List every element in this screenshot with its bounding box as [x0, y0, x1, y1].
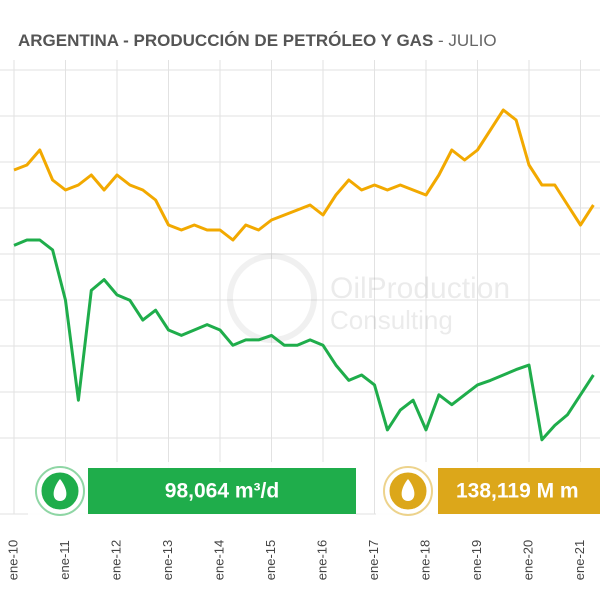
indicator-box	[438, 468, 600, 514]
chart-subtitle: - JULIO	[438, 31, 497, 50]
chart-title-group: ARGENTINA - PRODUCCIÓN DE PETRÓLEO Y GAS…	[18, 31, 497, 50]
indicator-icon-glyph	[401, 479, 415, 501]
indicator-value: 98,064 m³/d	[165, 480, 279, 503]
indicator-value: 138,119 M m	[456, 480, 579, 503]
watermark-text: OilProduction	[330, 272, 510, 305]
watermark-logo	[227, 253, 317, 343]
series-line	[13, 108, 595, 242]
x-tick-label: ene-19	[469, 540, 484, 580]
x-tick-label: ene-20	[520, 540, 535, 580]
indicator-icon-ring	[35, 466, 85, 516]
watermark: OilProduction Consulting	[227, 253, 510, 343]
x-tick-label: ene-21	[572, 540, 587, 580]
x-tick-label: ene-10	[5, 540, 20, 580]
x-tick-label: ene-12	[108, 540, 123, 580]
watermark-text: Consulting	[330, 305, 453, 335]
x-tick-label: ene-13	[160, 540, 175, 580]
x-tick-label: ene-15	[263, 540, 278, 580]
indicator-icon-ring	[383, 466, 433, 516]
x-tick-label: ene-11	[57, 540, 72, 580]
chart-title: ARGENTINA - PRODUCCIÓN DE PETRÓLEO Y GAS	[18, 31, 433, 50]
series-line	[13, 238, 595, 442]
indicator-icon-glyph	[53, 479, 67, 501]
x-tick-label: ene-17	[366, 540, 381, 580]
grid	[0, 60, 600, 515]
x-tick-label: ene-16	[314, 540, 329, 580]
x-tick-label: ene-18	[417, 540, 432, 580]
indicator-box	[88, 468, 356, 514]
x-tick-label: ene-14	[211, 540, 226, 580]
